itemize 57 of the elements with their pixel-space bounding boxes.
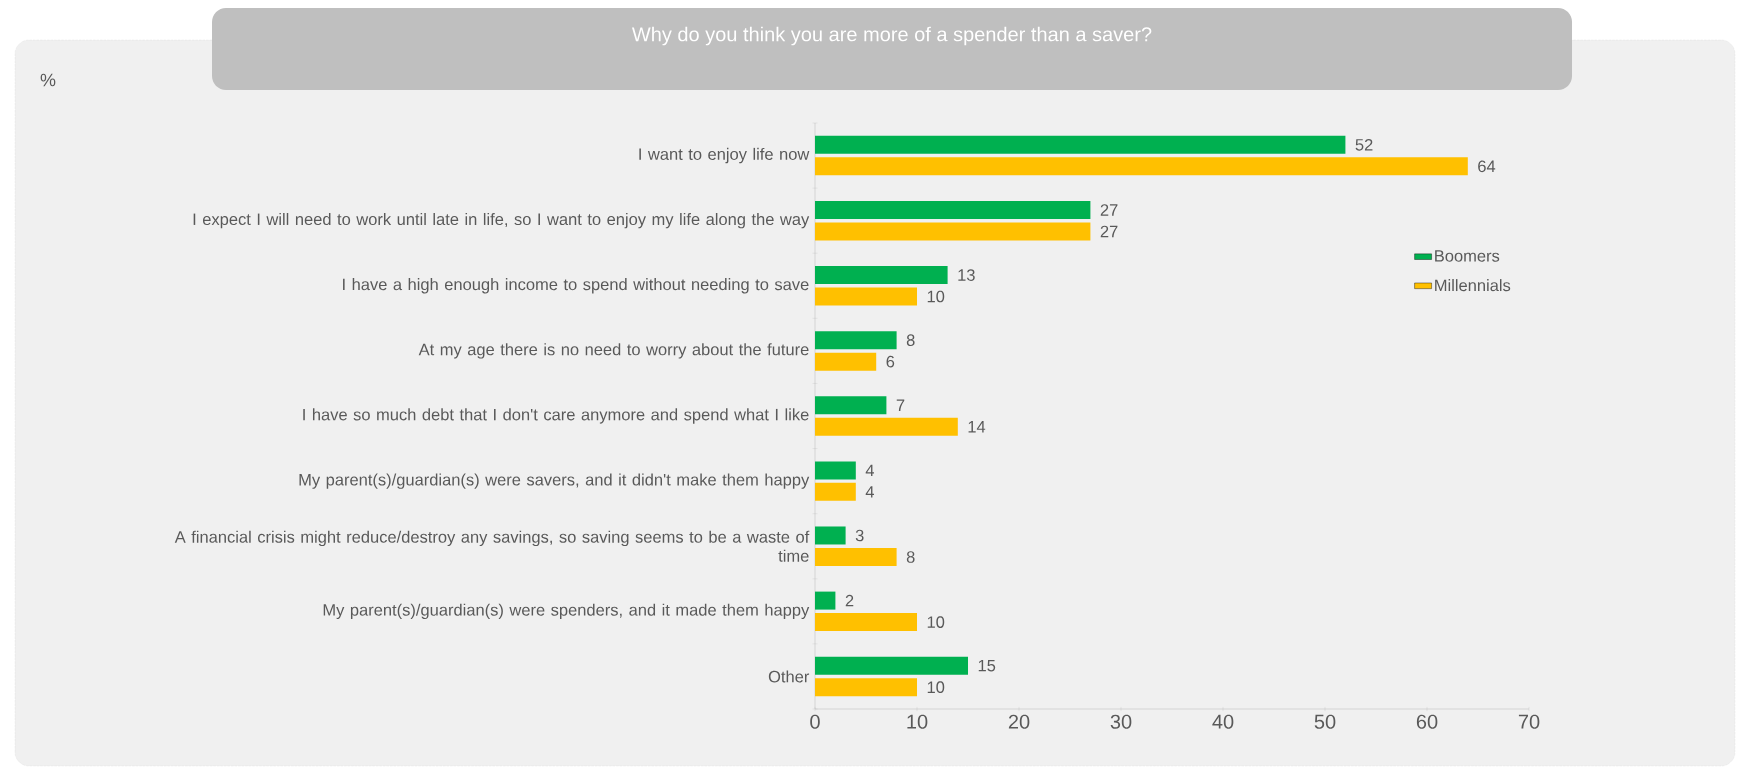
data-label: 27 [1100,225,1118,238]
data-label: 64 [1478,160,1496,173]
data-label: 10 [927,681,945,694]
data-label: 52 [1355,138,1373,151]
y-tick-label: At my age there is no need to worry about the future [418,343,809,359]
text: % [40,73,56,87]
bar [815,352,877,371]
x-tick-label: 60 [1416,714,1438,729]
data-label: 10 [927,616,945,628]
x-tick-label: 50 [1314,714,1336,729]
y-tick-label: I have a high enough income to spend without needing to save [343,278,809,294]
bar [815,331,897,350]
data-label: 6 [886,355,895,368]
bar [815,396,887,415]
chart-title: Why do you think you are more of a spender than a saver? [631,26,1152,46]
bar [815,613,917,632]
data-label: 13 [958,269,975,281]
y-tick-label: My parent(s)/guardian(s) were spenders, and it made them happy [323,603,810,620]
x-tick-label: 70 [1518,714,1540,729]
bar [815,135,1346,154]
bar [815,526,846,545]
bar [815,656,968,675]
bar [815,482,856,501]
bar [815,266,948,285]
data-label: 27 [1100,204,1118,216]
x-tick-label: 0 [810,714,820,729]
data-label: 8 [906,334,915,346]
bar [815,547,897,566]
y-tick-label: I have so much debt that I don't care anymore and spend what I like [303,408,809,424]
x-tick-label: 10 [907,714,928,729]
data-label: 10 [927,290,945,303]
data-label: 15 [978,659,996,672]
x-tick-label: 40 [1212,714,1234,729]
data-label: 7 [896,399,905,411]
legend-label: Boomers [1435,250,1500,262]
bar [815,678,917,697]
y-tick-label: Other [768,670,810,683]
y-tick-label: I expect I will need to work until late in life, so I want to enjoy my life along the way [193,212,810,229]
legend-label: Millennials [1435,279,1511,292]
data-label: 14 [968,421,986,433]
y-tick-label: A financial crisis might reduce/destroy any savings, so saving seems to be a waste of time [174,530,810,562]
data-label: 3 [855,529,864,542]
y-tick-label: My parent(s)/guardian(s) were savers, and it didn't make them happy [299,473,810,489]
bar [815,461,856,480]
data-label: 4 [865,464,875,477]
bar [815,157,1468,176]
bar [815,417,958,436]
x-tick-label: 30 [1110,714,1132,729]
data-label: 2 [845,594,854,607]
data-label: 8 [906,551,915,563]
x-tick-label: 20 [1008,714,1030,729]
bar [815,287,917,306]
data-label: 4 [865,486,875,498]
y-tick-label: I want to enjoy life now [639,147,810,164]
bar [815,591,836,610]
bar [815,222,1091,241]
bar [815,200,1091,219]
